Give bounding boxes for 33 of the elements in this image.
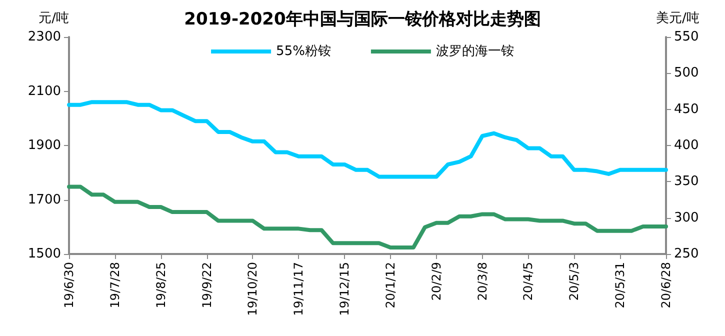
x-tick-label: 20/2/9 (429, 262, 444, 301)
y-tick-label: 1900 (28, 138, 61, 153)
legend-label: 55%粉铵 (276, 44, 331, 59)
legend-label: 波罗的海一铵 (436, 44, 514, 59)
x-tick-label: 19/11/17 (292, 262, 306, 316)
y-tick-label: 1500 (28, 246, 61, 262)
x-tick-label: 20/1/12 (383, 262, 398, 308)
x-tick-label: 19/12/15 (338, 262, 352, 316)
y-axis-title: 元/吨 (38, 11, 69, 26)
x-tick-label: 19/6/30 (62, 262, 76, 308)
y2-tick-label: 500 (674, 66, 699, 81)
x-tick-label: 19/9/22 (200, 262, 214, 308)
y-tick-label: 2300 (28, 30, 61, 44)
x-tick-label: 20/5/31 (613, 262, 628, 308)
y2-tick-label: 250 (674, 246, 699, 262)
y2-tick-label: 400 (674, 138, 699, 153)
y-tick-label: 1700 (28, 192, 61, 208)
x-tick-label: 19/7/28 (108, 262, 122, 308)
x-tick-label: 20/5/3 (567, 262, 582, 301)
y2-tick-label: 350 (674, 174, 699, 190)
chart-title: 2019-2020年中国与国际一铵价格对比走势图 (184, 10, 541, 30)
y2-tick-label: 300 (674, 210, 699, 226)
y2-tick-label: 550 (674, 30, 699, 44)
line-series (67, 184, 668, 250)
y-tick-label: 2100 (28, 84, 61, 99)
y2-tick-label: 450 (674, 102, 699, 117)
y2-axis-title: 美元/吨 (656, 10, 700, 26)
line-series (67, 100, 668, 179)
x-tick-label: 20/4/5 (521, 262, 536, 301)
x-tick-label: 20/3/8 (475, 262, 490, 301)
x-tick-label: 19/10/20 (246, 262, 260, 316)
x-tick-label: 19/8/25 (154, 262, 168, 308)
x-tick-label: 20/6/28 (659, 262, 673, 308)
